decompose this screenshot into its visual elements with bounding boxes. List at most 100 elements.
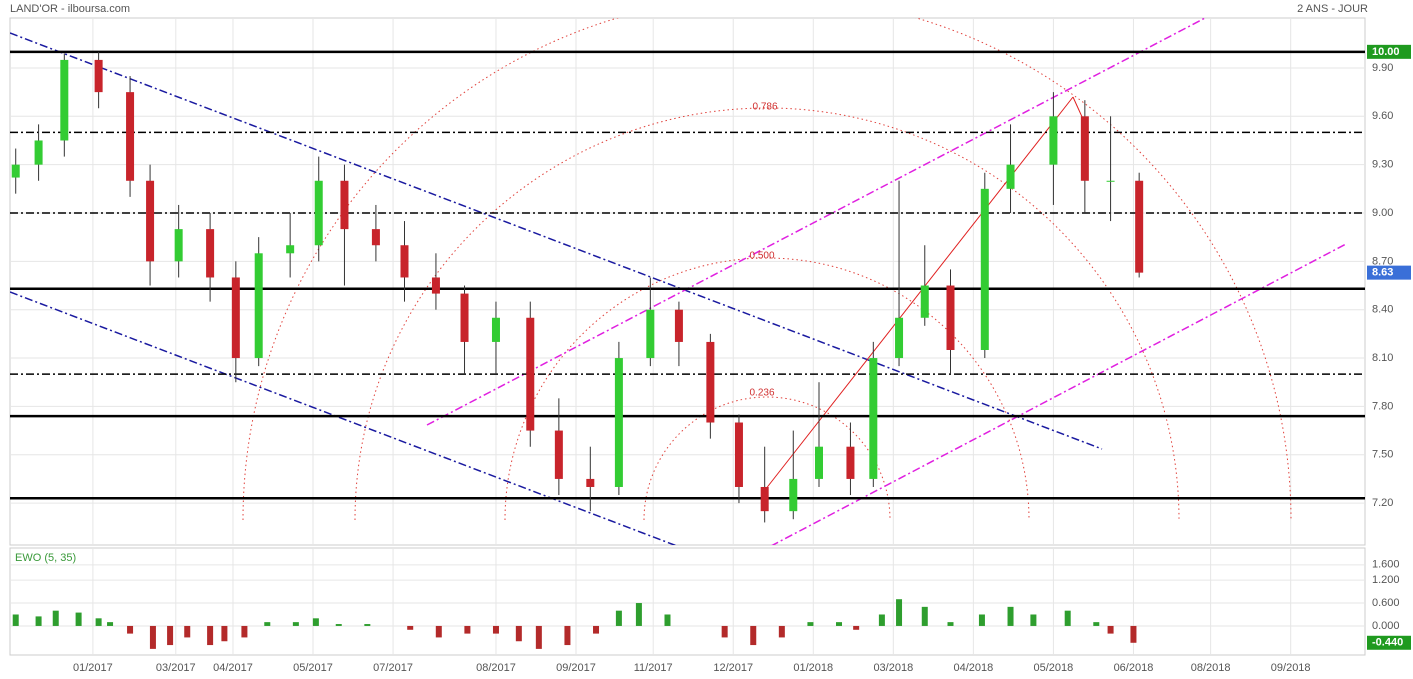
candle-body xyxy=(760,486,769,512)
ewo-bar xyxy=(807,622,814,626)
candle-body xyxy=(206,229,215,278)
candle-body xyxy=(231,277,240,359)
y-tick-label: 9.60 xyxy=(1372,110,1393,122)
candle-body xyxy=(146,180,155,262)
ewo-bar xyxy=(853,625,860,630)
candle-body xyxy=(400,245,409,278)
candle-body xyxy=(789,478,798,512)
fib-label: 0.236 xyxy=(749,388,774,399)
ewo-bar xyxy=(896,599,903,626)
candle-body xyxy=(646,309,655,359)
trend-line xyxy=(764,96,1074,491)
ewo-bar xyxy=(167,625,174,646)
ewo-bar xyxy=(664,614,671,626)
price-tag xyxy=(1367,265,1411,280)
x-tick-label: 04/2018 xyxy=(953,662,993,674)
y-tick-label: 8.70 xyxy=(1372,255,1393,267)
candle-body xyxy=(814,446,823,479)
x-tick-label: 08/2018 xyxy=(1191,662,1231,674)
y-tick-label: 0.600 xyxy=(1372,597,1400,609)
candle-body xyxy=(920,285,929,318)
ewo-bar xyxy=(149,625,156,649)
candle-body xyxy=(286,245,295,254)
trend-channel xyxy=(771,243,1347,545)
ewo-bar xyxy=(435,625,442,638)
ewo-bar xyxy=(335,624,342,626)
chart-subtitle: 2 ANS - JOUR xyxy=(1297,3,1368,15)
ewo-bar xyxy=(836,622,843,626)
ewo-bar xyxy=(947,622,954,626)
candle-body xyxy=(869,358,878,479)
y-tick-label: 1.200 xyxy=(1372,574,1400,586)
candle-body xyxy=(980,188,989,350)
candle-body xyxy=(11,164,20,178)
ewo-bar xyxy=(107,622,114,626)
ewo-bar xyxy=(264,622,271,626)
ewo-bar xyxy=(1007,606,1014,626)
candle-body xyxy=(1106,180,1115,182)
ewo-bar xyxy=(1107,625,1114,634)
candle-body xyxy=(94,59,103,93)
fib-arc xyxy=(354,107,1180,521)
price-tag-label: 10.00 xyxy=(1372,46,1400,58)
ewo-bar xyxy=(241,625,248,638)
x-tick-label: 03/2018 xyxy=(873,662,913,674)
ewo-bar xyxy=(515,625,522,642)
y-tick-label: 7.20 xyxy=(1372,497,1393,509)
chart-title: LAND'OR - ilboursa.com xyxy=(10,3,130,15)
drawings xyxy=(10,18,1347,545)
candle-body xyxy=(491,317,500,342)
candle-body xyxy=(586,478,595,487)
x-tick-label: 05/2017 xyxy=(293,662,333,674)
y-tick-label: 8.10 xyxy=(1372,352,1393,364)
ewo-bar xyxy=(364,624,371,626)
x-tick-label: 12/2017 xyxy=(713,662,753,674)
y-tick-label: 8.40 xyxy=(1372,304,1393,316)
candle-body xyxy=(431,277,440,294)
y-tick-label: 1.600 xyxy=(1372,559,1400,571)
ewo-bar xyxy=(12,614,19,626)
candle-body xyxy=(554,430,563,479)
candle-body xyxy=(614,358,623,487)
ewo-bar xyxy=(221,625,228,642)
x-tick-label: 09/2017 xyxy=(556,662,596,674)
ewo-bar xyxy=(184,625,191,638)
y-tick-label: 9.30 xyxy=(1372,159,1393,171)
fib-arc xyxy=(242,18,1292,521)
candle-body xyxy=(526,317,535,431)
ewo-bar xyxy=(635,603,642,626)
ewo-bar xyxy=(312,618,319,626)
price-tag-label: 8.63 xyxy=(1372,267,1393,279)
candle-body xyxy=(174,229,183,262)
candle-body xyxy=(254,253,263,359)
ewo-bar xyxy=(978,614,985,626)
y-tick-label: 9.00 xyxy=(1372,207,1393,219)
x-tick-label: 01/2017 xyxy=(73,662,113,674)
ewo-bar xyxy=(207,625,214,646)
ewo-bar xyxy=(127,625,134,634)
candle-body xyxy=(340,180,349,230)
ewo-bar xyxy=(492,625,499,634)
candle-body xyxy=(674,309,683,342)
ewo-bar xyxy=(593,625,600,634)
x-tick-label: 08/2017 xyxy=(476,662,516,674)
trend-channel xyxy=(10,32,1103,450)
candle-body xyxy=(946,285,955,350)
ewo-bar xyxy=(535,625,542,649)
ewo-panel xyxy=(9,547,1366,656)
ewo-bar xyxy=(564,625,571,646)
ewo-bar xyxy=(1064,610,1071,626)
ewo-bar xyxy=(615,610,622,626)
y-tick-label: 0.000 xyxy=(1372,620,1400,632)
candle-body xyxy=(460,293,469,342)
candle-body xyxy=(371,229,380,246)
ewo-title: EWO (5, 35) xyxy=(15,552,76,564)
ewo-bar xyxy=(721,625,728,638)
candle-body xyxy=(895,317,904,359)
trend-channel xyxy=(426,18,1207,426)
ewo-bar xyxy=(407,625,414,630)
y-tick-label: 9.90 xyxy=(1372,62,1393,74)
candle-body xyxy=(34,140,43,165)
x-tick-label: 01/2018 xyxy=(793,662,833,674)
